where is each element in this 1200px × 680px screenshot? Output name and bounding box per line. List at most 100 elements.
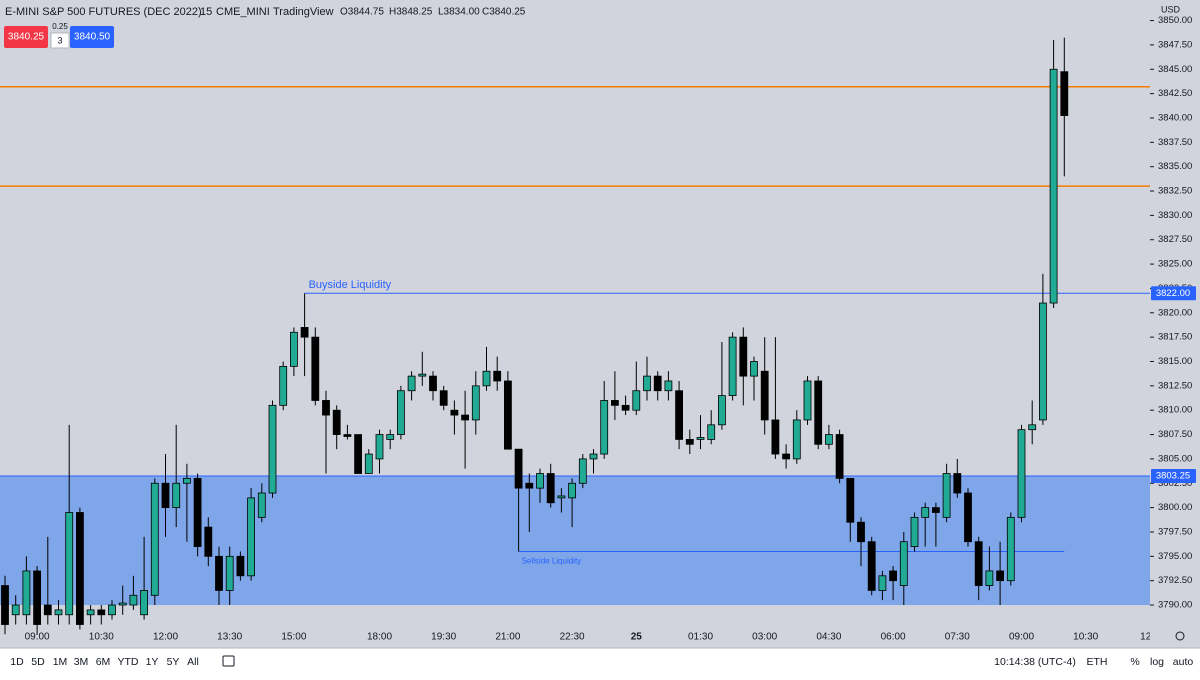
quantity-box[interactable]	[50, 32, 70, 49]
candle-body	[739, 336, 748, 377]
candle-body	[65, 512, 74, 616]
candle-body	[803, 380, 812, 421]
candle-body	[514, 448, 523, 489]
y-tick-label: 3832.50	[1158, 186, 1192, 197]
quantity: 3	[57, 35, 62, 45]
candle-body	[921, 507, 930, 518]
zone-price-text: 3803.25	[1156, 470, 1190, 481]
candle-body	[996, 570, 1004, 582]
candle-body	[889, 570, 897, 582]
log-button[interactable]: log	[1150, 656, 1164, 668]
candle-body	[867, 541, 876, 591]
buyside-label: Buyside Liquidity	[309, 279, 392, 291]
candle-body	[546, 473, 555, 504]
candle-body	[664, 380, 673, 392]
candle-body	[932, 507, 940, 513]
candle-body	[86, 609, 95, 616]
candle-body	[386, 434, 395, 440]
buy-button[interactable]	[70, 26, 114, 48]
candle-body	[835, 434, 844, 479]
y-tick-label: 3825.00	[1158, 259, 1192, 270]
price-axis	[1150, 0, 1200, 648]
clock: 10:14:38 (UTC-4)	[994, 656, 1076, 668]
y-tick-label: 3820.00	[1158, 307, 1192, 318]
candle-body	[974, 541, 983, 586]
candle-body	[418, 373, 427, 377]
range-button[interactable]: YTD	[118, 656, 139, 668]
candle-body	[172, 482, 181, 509]
candle-body	[396, 390, 405, 435]
candle-body	[322, 400, 330, 416]
ohlc-readout: C3840.25	[482, 7, 526, 18]
candle-body	[1006, 516, 1015, 582]
sell-button[interactable]	[4, 26, 48, 48]
range-button[interactable]: 1M	[53, 656, 68, 668]
candle-body	[150, 482, 159, 596]
y-tick-label: 3800.00	[1158, 502, 1192, 513]
x-tick-label: 01:30	[688, 632, 713, 643]
candle-body	[118, 602, 127, 606]
x-tick-label: 12:0	[1140, 632, 1160, 643]
candle-body	[589, 453, 598, 460]
candle-body	[1017, 429, 1026, 518]
candle-body	[300, 327, 309, 338]
range-button[interactable]: 3M	[74, 656, 89, 668]
candle-body	[354, 434, 363, 474]
candle-body	[76, 512, 84, 625]
y-tick-label: 3842.50	[1158, 88, 1192, 99]
range-button[interactable]: All	[187, 656, 199, 668]
y-tick-label: 3805.00	[1158, 453, 1192, 464]
candle-body	[268, 404, 277, 494]
candle-body	[493, 370, 502, 382]
candle-body	[568, 482, 576, 499]
candle-body	[22, 570, 31, 616]
candle-body	[760, 370, 769, 421]
y-tick-label: 3797.50	[1158, 526, 1192, 537]
candle-body	[718, 395, 726, 426]
candle-body	[450, 409, 459, 416]
x-tick-label: 12:00	[153, 632, 178, 643]
candle-body	[343, 434, 352, 437]
candle-body	[332, 409, 341, 435]
x-tick-label: 18:00	[367, 632, 392, 643]
auto-button[interactable]: auto	[1173, 656, 1194, 668]
candle-body	[289, 331, 298, 367]
candle-body	[182, 477, 191, 484]
candle-body	[204, 526, 213, 557]
candle-body	[632, 390, 641, 411]
candle-body	[899, 541, 908, 586]
y-tick-label: 3790.00	[1158, 600, 1192, 611]
ohlc-readout: L3834.00	[438, 7, 480, 18]
percent-button[interactable]: %	[1130, 656, 1139, 668]
sell-price: 3840.25	[8, 32, 45, 43]
candle-body	[878, 575, 887, 591]
currency: USD	[1161, 4, 1181, 14]
range-button[interactable]: 1Y	[146, 656, 159, 668]
candle-body	[536, 473, 544, 489]
range-button[interactable]: 5Y	[167, 656, 180, 668]
candle-body	[1049, 68, 1058, 304]
y-tick-label: 3847.50	[1158, 39, 1192, 50]
candle-body	[953, 473, 962, 494]
candle-body	[643, 375, 651, 392]
candle-body	[503, 380, 512, 450]
header-text: CME_MINI	[216, 6, 270, 18]
settings-icon[interactable]	[1175, 631, 1185, 641]
candle-body	[140, 590, 149, 616]
x-tick-label: 10:30	[1073, 632, 1098, 643]
candle-body	[257, 492, 266, 518]
y-tick-label: 3817.50	[1158, 332, 1192, 343]
candle-body	[461, 414, 470, 421]
candle-body	[985, 570, 994, 586]
x-tick-label: 25	[631, 632, 643, 643]
candle-body	[525, 482, 534, 489]
candle-body	[311, 336, 320, 401]
date-range-icon[interactable]	[222, 655, 235, 667]
y-tick-label: 3807.50	[1158, 429, 1192, 440]
range-button[interactable]: 1D	[10, 656, 24, 668]
range-button[interactable]: 5D	[31, 656, 45, 668]
session-button[interactable]: ETH	[1087, 656, 1108, 668]
range-button[interactable]: 6M	[96, 656, 111, 668]
y-tick-label: 3840.00	[1158, 112, 1192, 123]
candle-body	[471, 385, 480, 421]
